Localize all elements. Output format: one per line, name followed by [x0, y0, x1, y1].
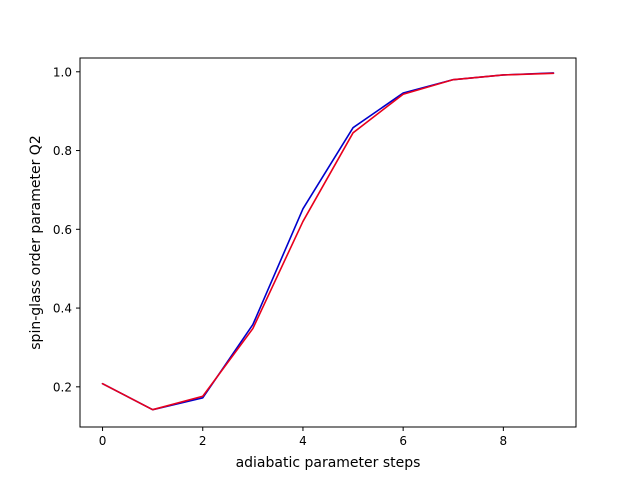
x-ticks: 0 2 4 6 8: [99, 427, 507, 448]
x-tick-label: 2: [199, 434, 207, 448]
x-tick-label: 4: [299, 434, 307, 448]
y-tick-label: 0.4: [53, 302, 72, 316]
y-tick-label: 0.8: [53, 144, 72, 158]
y-ticks: 0.2 0.4 0.6 0.8 1.0: [53, 65, 80, 394]
series-layer: [101, 72, 555, 411]
x-tick-label: 0: [99, 434, 107, 448]
y-tick-label: 0.6: [53, 223, 72, 237]
y-tick-label: 1.0: [53, 65, 72, 79]
x-axis-label: adiabatic parameter steps: [236, 455, 421, 471]
series-line-2: [101, 72, 555, 411]
y-axis-label: spin-glass order parameter Q2: [28, 135, 44, 349]
plot-frame: [79, 57, 577, 428]
x-tick-label: 8: [500, 434, 508, 448]
y-tick-label: 0.2: [53, 380, 72, 394]
x-tick-label: 6: [399, 434, 407, 448]
